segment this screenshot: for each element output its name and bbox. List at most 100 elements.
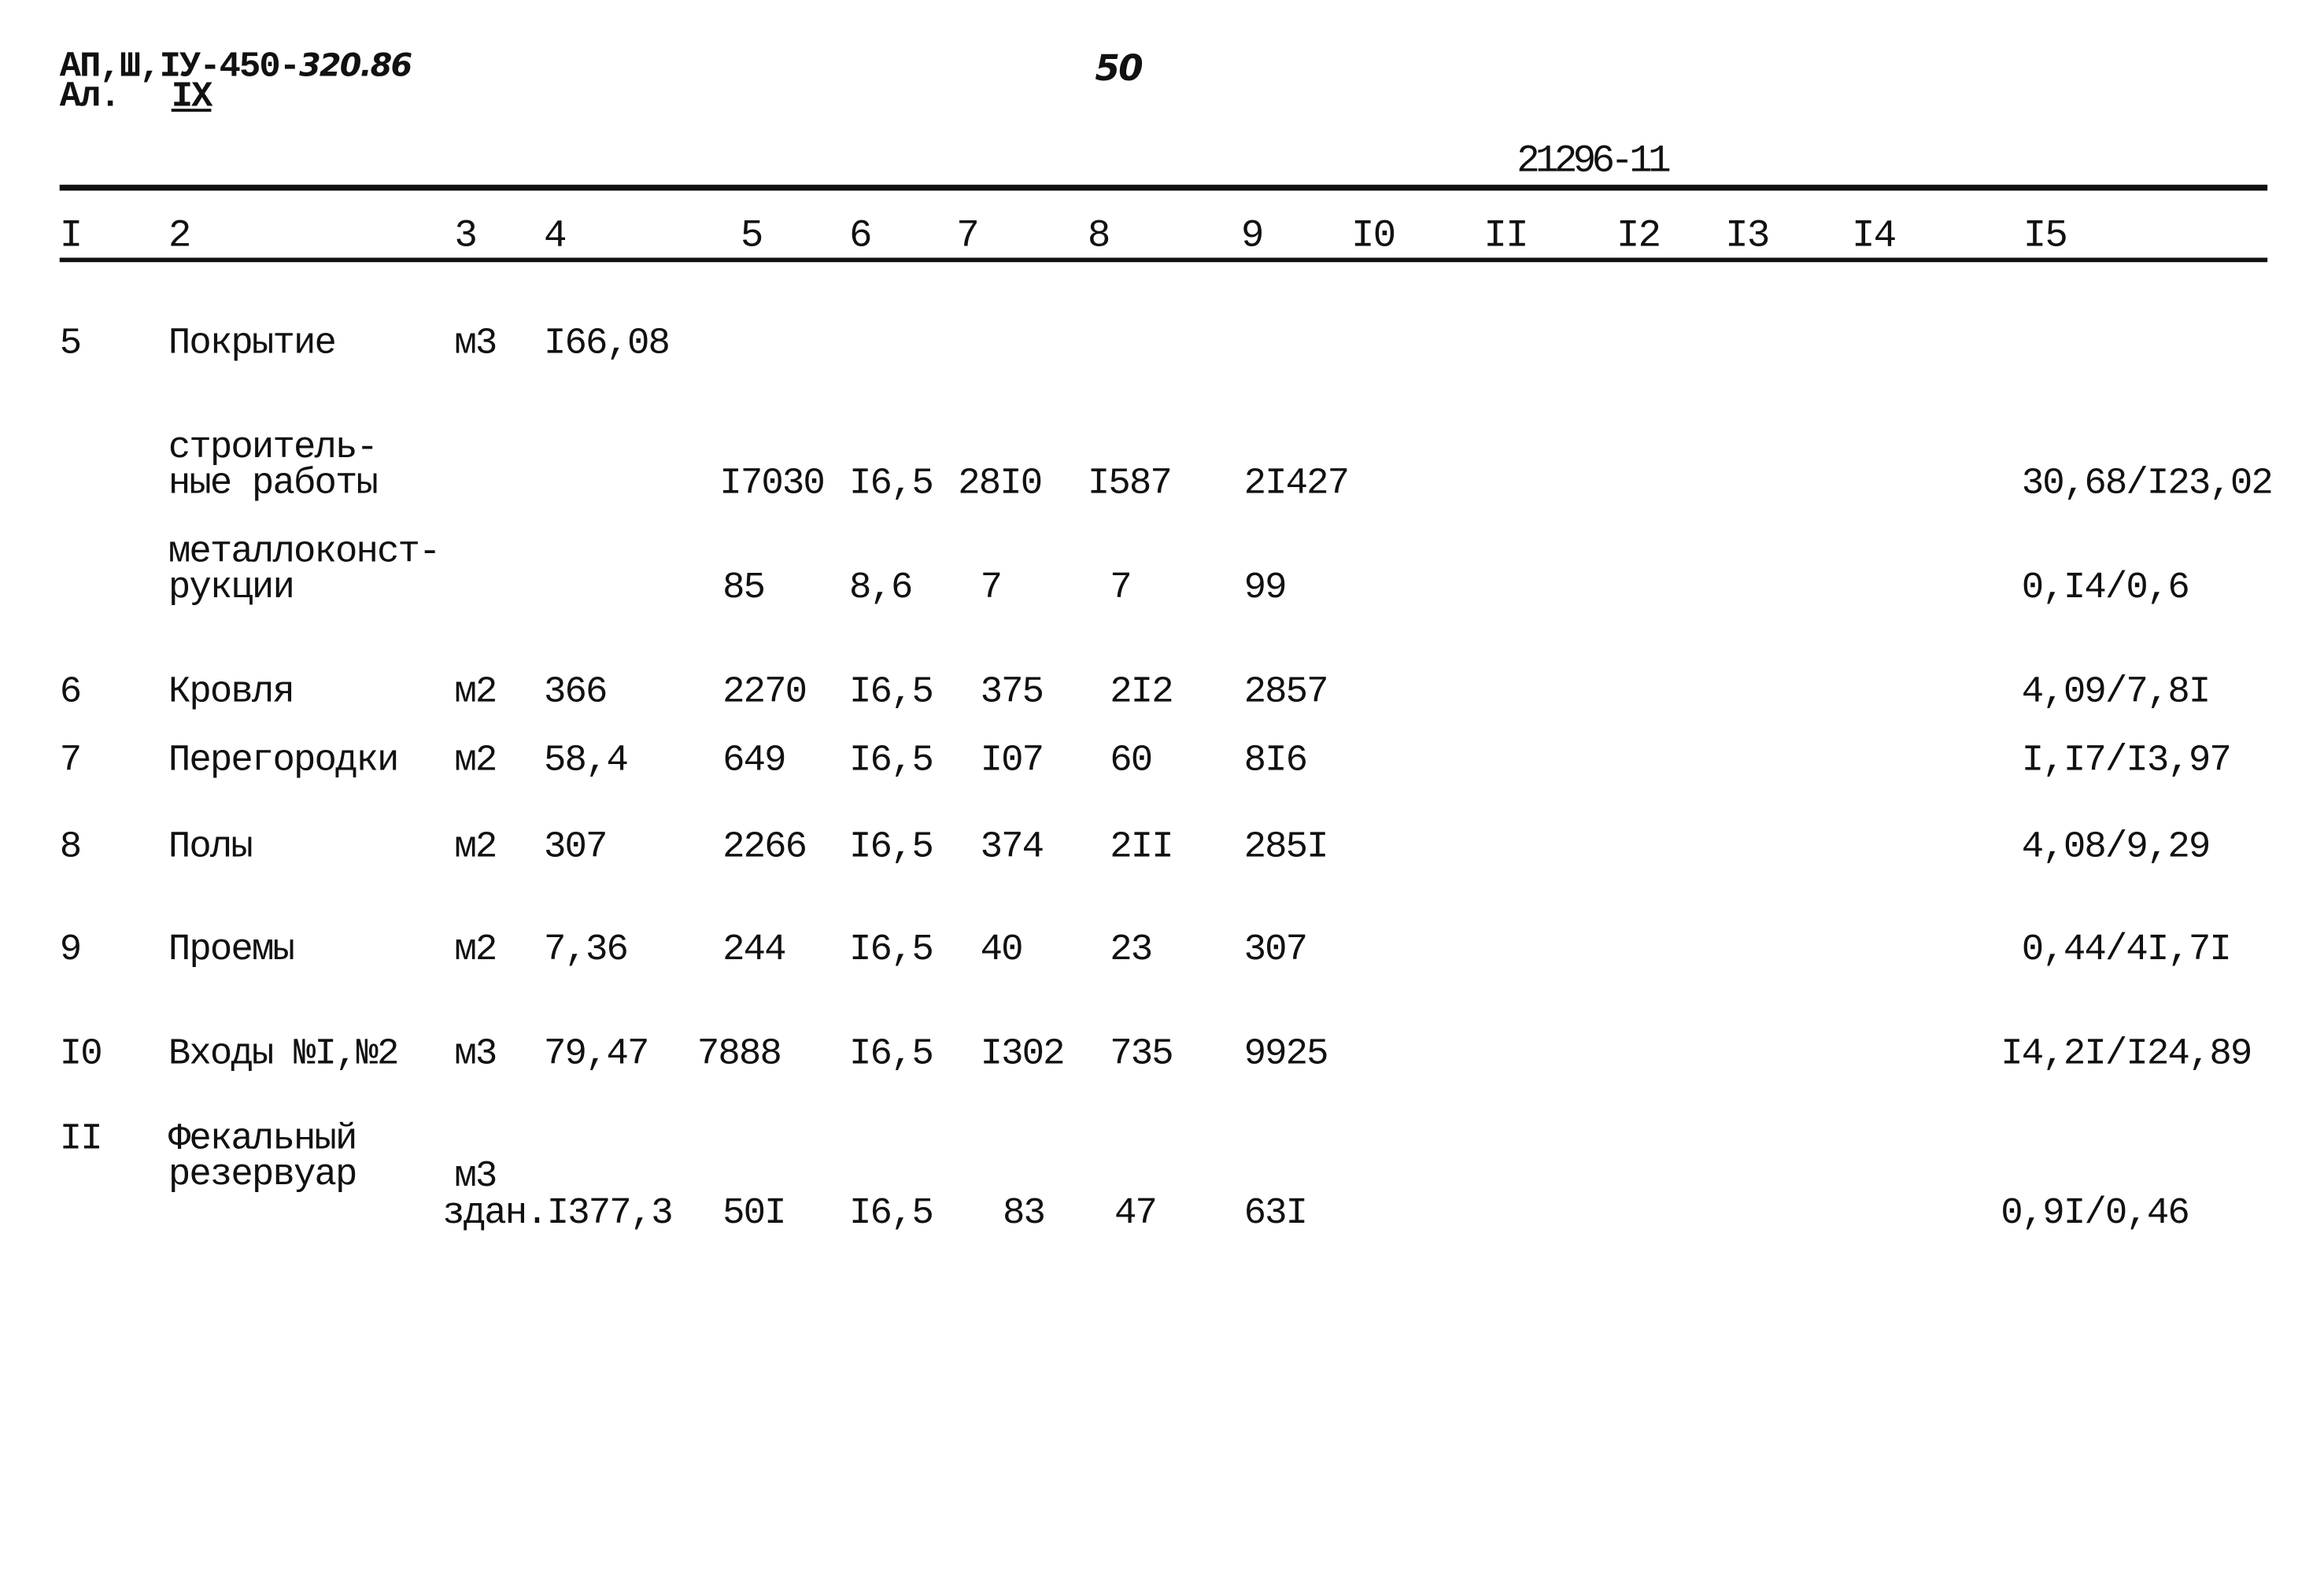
col-15-value: 0,9I/0,46 <box>2001 1191 2189 1235</box>
col-8-value: 735 <box>1110 1032 1173 1076</box>
column-number: I4 <box>1851 212 1897 258</box>
col-8-value: 23 <box>1110 928 1153 972</box>
column-number: I0 <box>1350 212 1396 258</box>
col-15-value: 30,68/I23,02 <box>2021 461 2274 505</box>
quantity: здан.I377,3 <box>442 1191 673 1235</box>
column-number: 8 <box>1087 212 1110 258</box>
unit: м2 <box>454 670 497 714</box>
row-number: 5 <box>59 321 82 365</box>
col-5-value: 50I <box>722 1191 786 1235</box>
col-6-value: I6,5 <box>849 1032 934 1076</box>
column-number: 2 <box>168 212 191 258</box>
header-rule <box>59 257 2268 263</box>
item-name: Покрытие <box>168 321 337 365</box>
col-7-value: I302 <box>980 1032 1066 1076</box>
col-6-value: I6,5 <box>849 825 934 869</box>
document-number: 21296-11 <box>1517 138 1672 183</box>
col-6-value: I6,5 <box>849 670 934 714</box>
row-number: 7 <box>59 738 82 782</box>
col-15-value: 0,44/4I,7I <box>2021 928 2232 972</box>
unit: м2 <box>454 738 497 782</box>
unit: м2 <box>454 825 497 869</box>
col-5-value: 7888 <box>696 1032 782 1076</box>
col-9-value: 2857 <box>1243 670 1329 714</box>
col-6-value: I6,5 <box>849 738 934 782</box>
top-rule <box>59 184 2268 191</box>
column-number: I3 <box>1725 212 1770 258</box>
col-5-value: I7030 <box>719 461 825 505</box>
col-8-value: 2II <box>1110 825 1173 869</box>
item-name: Перегородки <box>168 738 399 782</box>
col-8-value: 47 <box>1114 1191 1158 1235</box>
unit: м3 <box>454 1032 497 1076</box>
unit: м3 <box>454 321 497 365</box>
col-5-value: 2270 <box>722 670 807 714</box>
document-code-handwritten: 320.86 <box>299 47 412 84</box>
album-number: IX <box>171 77 213 118</box>
col-9-value: 8I6 <box>1243 738 1308 782</box>
item-name: Кровля <box>168 670 295 714</box>
row-number: 6 <box>59 670 82 714</box>
row-number: II <box>59 1117 103 1161</box>
column-number: I5 <box>2023 212 2068 258</box>
col-15-value: I4,2I/I24,89 <box>2001 1032 2252 1076</box>
unit: м2 <box>454 928 497 972</box>
item-name: металлоконст- рукции <box>168 530 442 610</box>
item-name: Фекальный резервуар <box>168 1117 357 1197</box>
col-15-value: 0,I4/0,6 <box>2021 566 2190 610</box>
column-number: 9 <box>1240 212 1264 258</box>
col-7-value: I07 <box>980 738 1044 782</box>
col-9-value: 9925 <box>1243 1032 1329 1076</box>
album-label: Ал. <box>59 77 121 118</box>
document-code: АП,Ш,IУ-450-320.86 <box>60 47 412 85</box>
column-number: I <box>59 212 83 258</box>
column-number: 5 <box>740 212 763 258</box>
item-name: Входы №I,№2 <box>168 1032 399 1076</box>
column-number: 3 <box>454 212 477 258</box>
quantity: 7,36 <box>543 928 629 972</box>
col-7-value: 374 <box>980 825 1044 869</box>
item-name: строитель- ные работы <box>168 426 379 505</box>
col-15-value: 4,08/9,29 <box>2021 825 2211 869</box>
row-number: I0 <box>59 1032 103 1076</box>
col-5-value: 649 <box>722 738 786 782</box>
col-5-value: 2266 <box>722 825 807 869</box>
col-7-value: 7 <box>980 566 1003 610</box>
col-6-value: I6,5 <box>849 928 934 972</box>
quantity: 307 <box>543 825 608 869</box>
col-6-value: I6,5 <box>849 1191 934 1235</box>
col-5-value: 85 <box>722 566 766 610</box>
col-8-value: 60 <box>1110 738 1153 782</box>
quantity: 79,47 <box>543 1032 649 1076</box>
row-number: 8 <box>59 825 82 869</box>
col-8-value: 7 <box>1110 566 1132 610</box>
column-number: 7 <box>956 212 979 258</box>
quantity: 58,4 <box>543 738 629 782</box>
column-number: II <box>1483 212 1528 258</box>
col-8-value: 2I2 <box>1110 670 1173 714</box>
col-15-value: 4,09/7,8I <box>2021 670 2211 714</box>
column-number: 4 <box>543 212 567 258</box>
col-8-value: I587 <box>1087 461 1173 505</box>
item-name: Проемы <box>168 928 295 972</box>
page-number: 50 <box>1095 47 1143 90</box>
col-7-value: 83 <box>1002 1191 1046 1235</box>
col-7-value: 375 <box>980 670 1044 714</box>
item-name: Полы <box>168 825 253 869</box>
unit: м3 <box>454 1154 497 1198</box>
col-5-value: 244 <box>722 928 786 972</box>
col-15-value: I,I7/I3,97 <box>2021 738 2232 782</box>
col-9-value: 285I <box>1243 825 1329 869</box>
col-7-value: 40 <box>980 928 1024 972</box>
col-9-value: 2I427 <box>1243 461 1350 505</box>
col-9-value: 63I <box>1243 1191 1308 1235</box>
col-7-value: 28I0 <box>958 461 1043 505</box>
col-9-value: 307 <box>1243 928 1308 972</box>
quantity: 366 <box>543 670 608 714</box>
column-number: I2 <box>1616 212 1661 258</box>
document-code-typed: АП,Ш,IУ-450- <box>59 47 301 88</box>
col-6-value: 8,6 <box>849 566 913 610</box>
col-9-value: 99 <box>1243 566 1288 610</box>
row-number: 9 <box>59 928 82 972</box>
